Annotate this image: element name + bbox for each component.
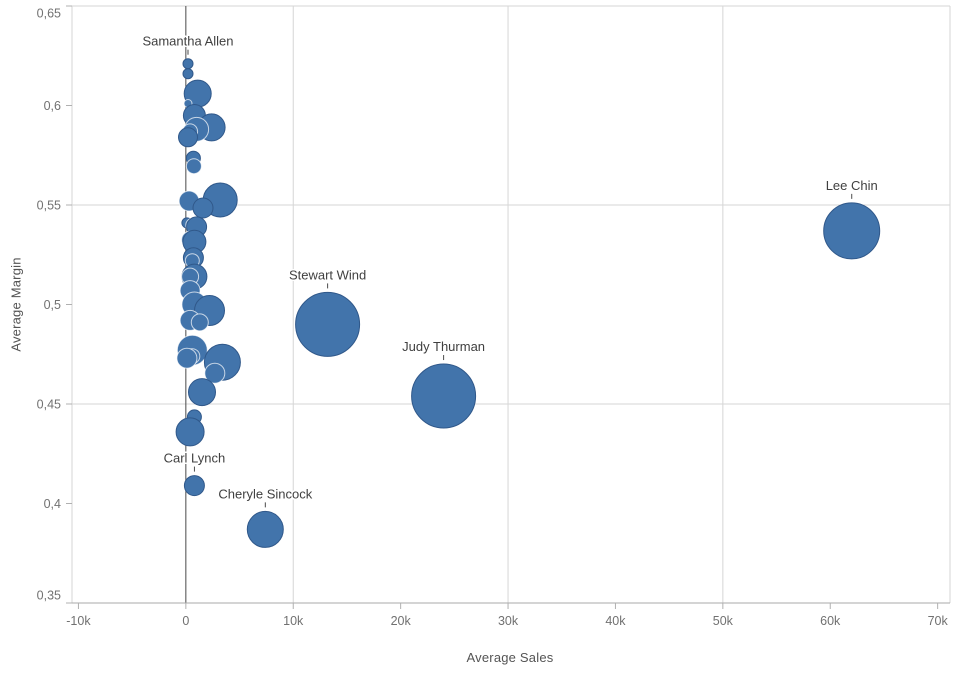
bubble[interactable] [178,127,198,148]
x-tick-label: 60k [820,614,841,628]
bubble[interactable] [176,347,198,369]
bubble[interactable] [185,158,202,175]
x-tick-label: 10k [283,614,304,628]
x-tick-label: 40k [605,614,626,628]
x-tick-label: 70k [928,614,949,628]
x-tick-label: 20k [391,614,412,628]
bubble-label: Samantha Allen [142,34,233,49]
y-tick-label: 0,5 [44,298,61,312]
bubble-label: Stewart Wind [289,267,366,282]
bubble-label: Carl Lynch [164,451,226,466]
y-tick-label: 0,35 [37,589,61,603]
y-tick-label: 0,6 [44,99,61,113]
bubble[interactable] [190,313,209,332]
bubble[interactable] [188,378,216,407]
bubble[interactable] [204,362,226,384]
bubble-label: Lee Chin [826,178,878,193]
x-axis-title: Average Sales [0,650,954,665]
y-tick-label: 0,45 [37,398,61,412]
bubble[interactable] [182,68,194,80]
bubble-stewart-wind[interactable] [295,291,361,357]
y-tick-label: 0,65 [37,7,61,21]
bubble-carl-lynch[interactable] [183,475,205,497]
x-tick-label: 0 [182,614,189,628]
y-axis-title-text: Average Margin [8,257,24,352]
x-tick-label: 30k [498,614,519,628]
bubble[interactable] [175,417,205,447]
y-tick-label: 0,55 [37,199,61,213]
x-tick-label: -10k [66,614,91,628]
bubble[interactable] [192,197,214,219]
bubble-label: Judy Thurman [402,339,485,354]
bubble-samantha-allen[interactable] [182,58,194,70]
bubble-label: Cheryle Sincock [218,486,312,501]
bubble-cheryle-sincock[interactable] [246,510,284,548]
x-tick-label: 50k [713,614,734,628]
y-axis-title: Average Margin [9,225,24,385]
y-tick-label: 0,4 [44,497,61,511]
bubble-lee-chin[interactable] [823,202,881,260]
bubble-judy-thurman[interactable] [411,363,477,429]
x-axis-title-text: Average Sales [466,650,554,665]
